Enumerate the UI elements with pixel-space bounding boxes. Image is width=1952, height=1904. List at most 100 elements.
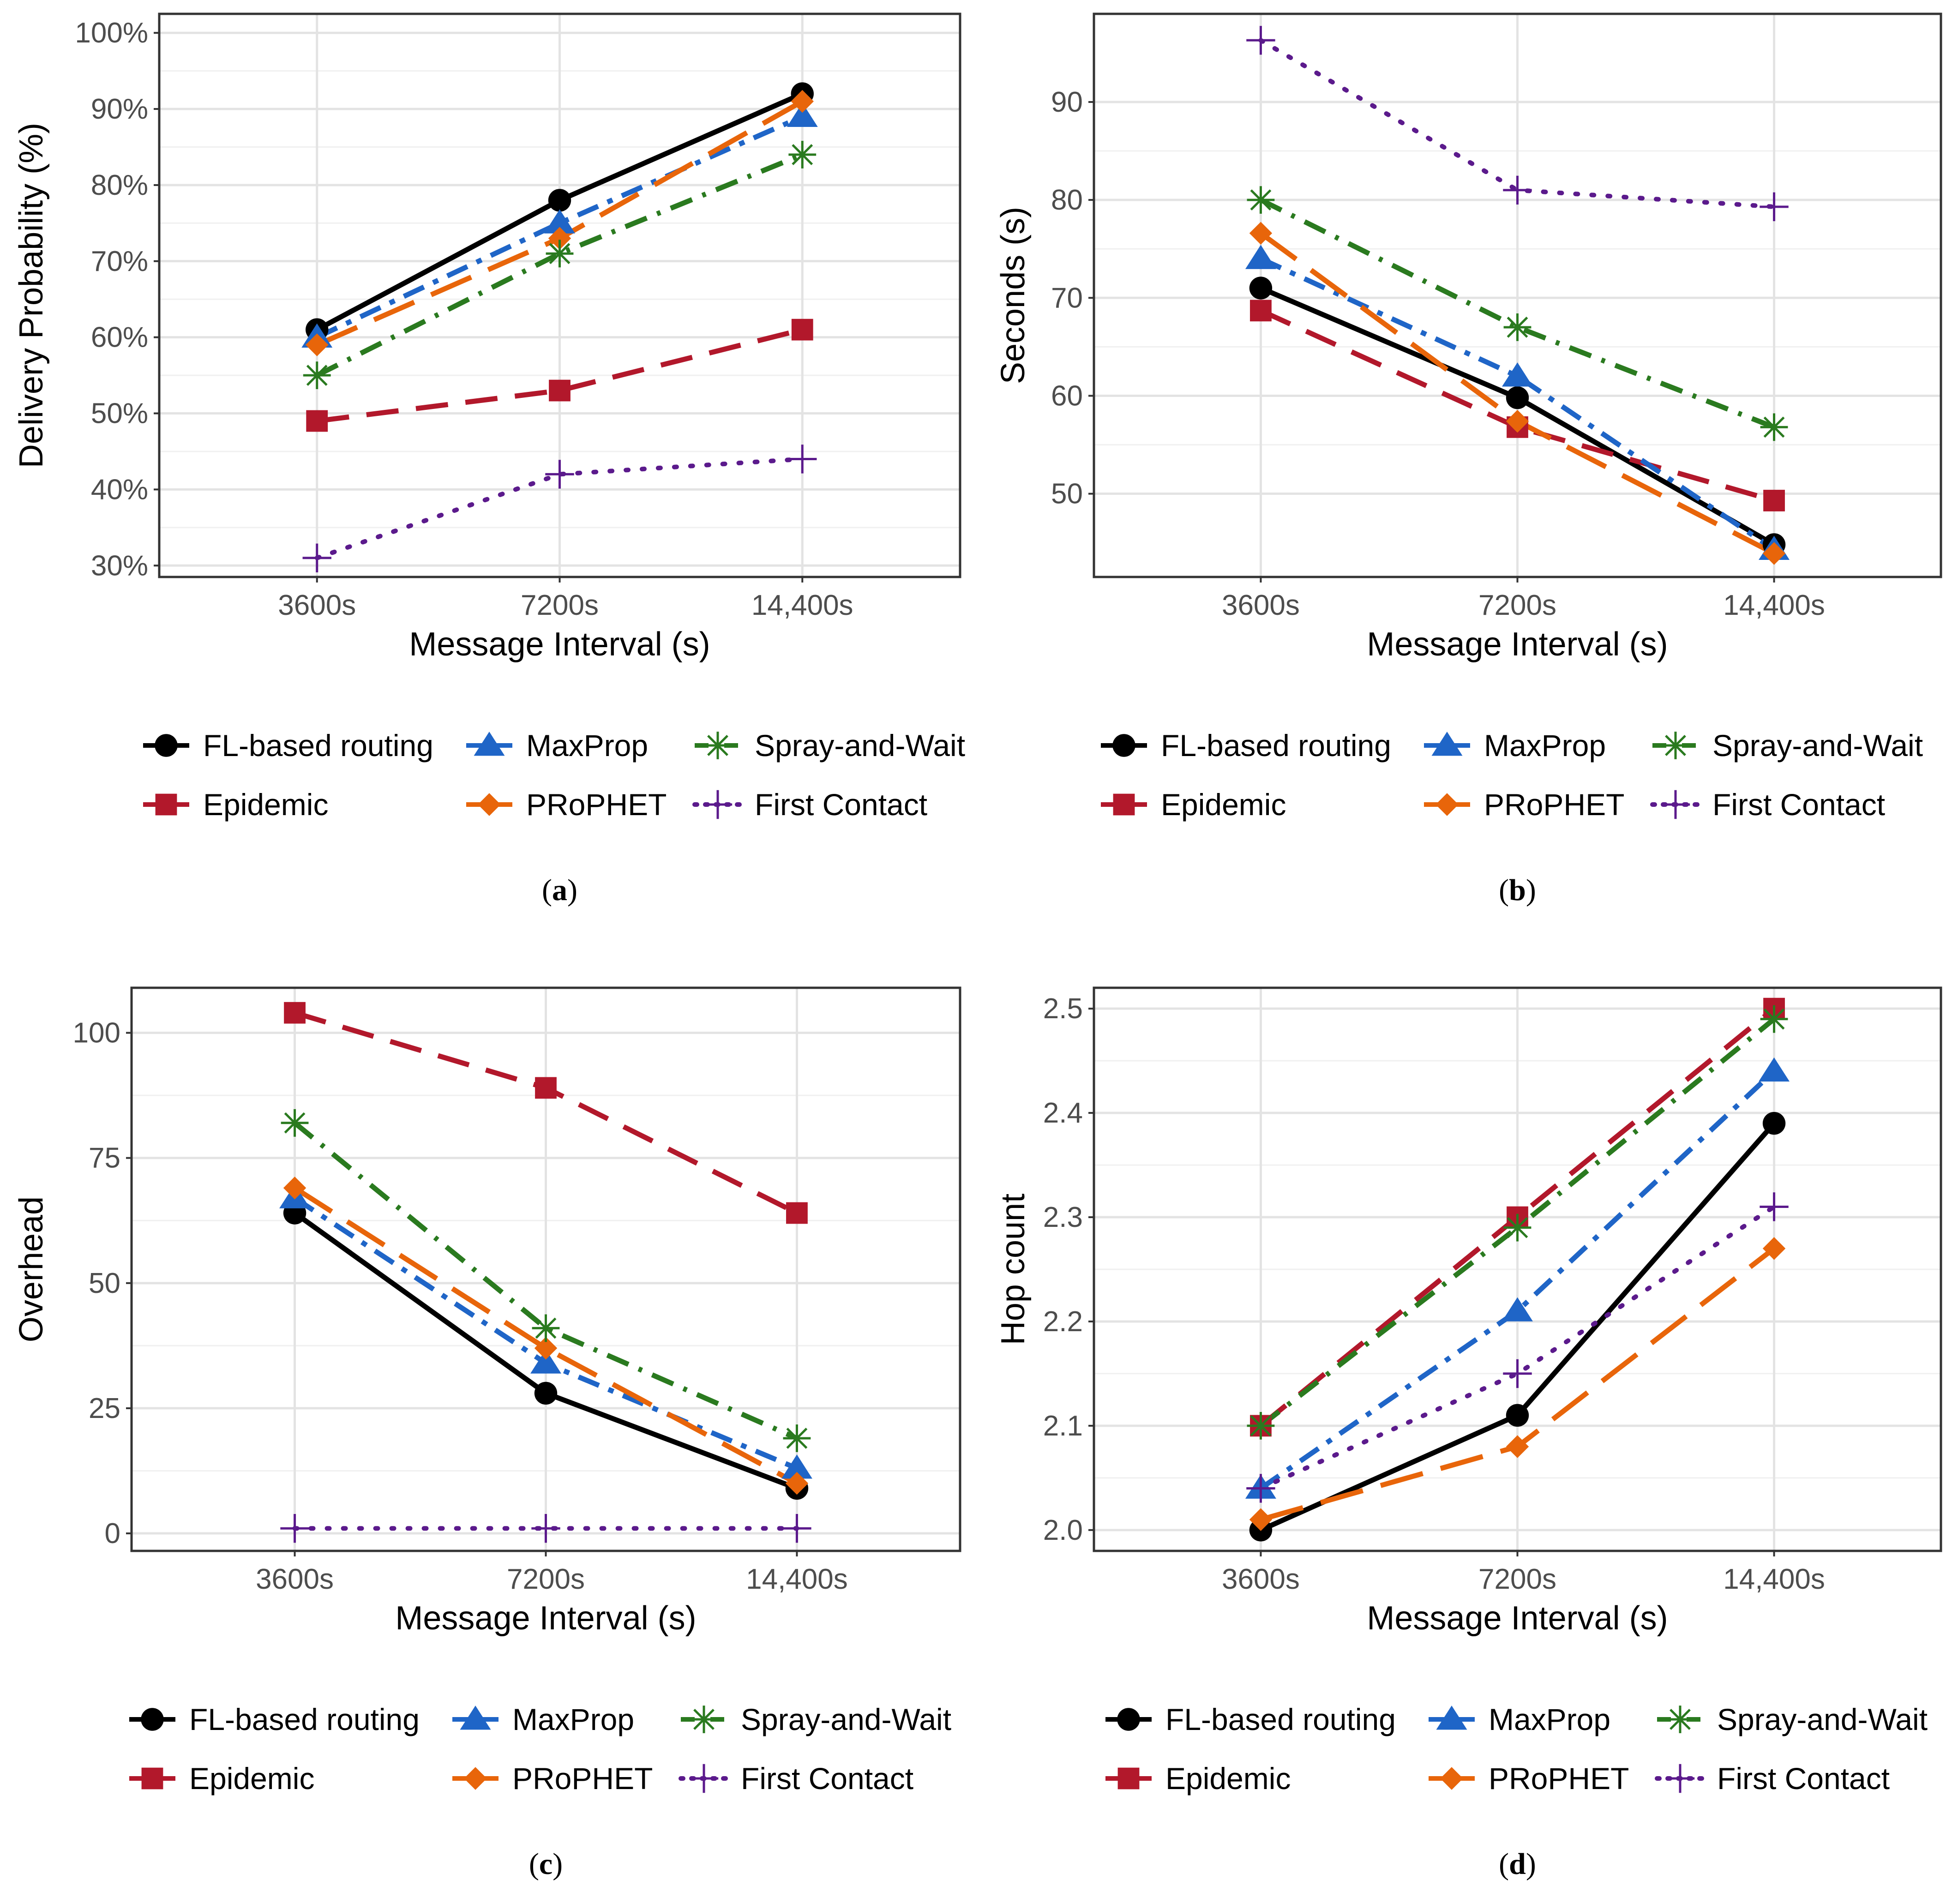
data-point-first-contact xyxy=(1246,1474,1275,1503)
legend-item-maxprop: MaxProp xyxy=(452,1702,634,1736)
legend-key-marker xyxy=(690,1706,718,1733)
data-point-prophet xyxy=(791,90,814,113)
legend-label: Epidemic xyxy=(189,1761,314,1796)
caption-label: b xyxy=(1509,873,1526,907)
legend-label: First Contact xyxy=(741,1761,913,1796)
legend-key-marker xyxy=(1662,732,1689,759)
data-point-first-contact xyxy=(1760,1192,1789,1221)
legend-key-marker-stroke xyxy=(707,735,728,756)
y-tick-label: 90% xyxy=(91,93,148,125)
x-axis-title: Message Interval (s) xyxy=(1367,626,1668,663)
data-point-prophet xyxy=(534,1337,558,1360)
x-tick-label: 14,400s xyxy=(1723,589,1825,621)
legend-key-marker-stroke xyxy=(693,1709,715,1730)
legend-key-marker xyxy=(155,793,177,816)
legend-label: FL-based routing xyxy=(189,1702,420,1736)
x-tick-label: 7200s xyxy=(507,1563,585,1595)
data-point-spray-and-wait-stroke xyxy=(1507,317,1528,338)
chart-a: 30% 40% 50% 60% 70% 80% 90% 100% 3600s 7200s 14,40… xyxy=(13,12,965,907)
data-point-prophet xyxy=(1249,1508,1273,1531)
legend-key-marker xyxy=(703,790,733,819)
data-point-maxprop xyxy=(544,209,575,234)
caption-label: d xyxy=(1509,1847,1526,1881)
series-line-spray-and-wait xyxy=(293,1121,798,1441)
data-point-spray-and-wait xyxy=(546,240,574,268)
y-tick-label: 100% xyxy=(75,17,148,49)
y-tick-label: 50 xyxy=(1051,478,1083,510)
data-point-spray-and-wait xyxy=(1503,1213,1532,1242)
legend-label: MaxProp xyxy=(512,1702,634,1736)
legend-label: MaxProp xyxy=(1484,728,1606,763)
y-tick-label: 2.1 xyxy=(1043,1410,1083,1442)
legend-key-marker xyxy=(1661,790,1690,819)
legend-label: PRoPHET xyxy=(526,787,667,822)
legend: FL-based routing MaxProp Spray-and-Wait Epi… xyxy=(1101,728,1923,822)
y-tick-label: 2.4 xyxy=(1043,1097,1083,1129)
legend-item-spray-and-wait: Spray-and-Wait xyxy=(695,728,965,763)
legend-key-marker xyxy=(474,732,505,756)
data-point-first-contact xyxy=(531,1514,560,1543)
legend-item-spray-and-wait: Spray-and-Wait xyxy=(1657,1702,1928,1736)
y-tick-label: 2.0 xyxy=(1043,1514,1083,1546)
series-line-prophet xyxy=(293,1186,799,1486)
legend-item-epidemic: Epidemic xyxy=(1101,787,1286,822)
chart-d: 2.0 2.1 2.2 2.3 2.4 2.5 3600s 7200s 14,400s Messa… xyxy=(995,986,1942,1881)
y-axis-title: Overhead xyxy=(13,1196,50,1342)
data-point-spray-and-wait-stroke xyxy=(792,144,813,165)
y-tick-label: 70% xyxy=(91,246,148,277)
data-point-spray-and-wait-stroke xyxy=(786,1428,808,1449)
panel-caption: (a) xyxy=(542,873,577,907)
y-axis-title: Delivery Probability (%) xyxy=(13,123,50,468)
data-point-spray-and-wait xyxy=(1760,413,1788,441)
legend-item-first-contact: First Contact xyxy=(692,787,927,822)
legend-item-epidemic: Epidemic xyxy=(143,787,328,822)
y-tick-label: 2.5 xyxy=(1043,993,1083,1025)
data-point-fl-based-routing xyxy=(548,189,571,212)
data-point-maxprop xyxy=(1245,245,1276,269)
plot-border xyxy=(158,12,961,578)
data-point-epidemic xyxy=(535,1077,557,1099)
legend-item-prophet: PRoPHET xyxy=(1424,787,1624,822)
legend-key-marker xyxy=(1665,1764,1695,1793)
data-point-spray-and-wait-stroke xyxy=(1763,416,1785,438)
data-point-maxprop xyxy=(530,1349,561,1374)
series-line-epidemic xyxy=(317,327,803,424)
series-line-first-contact xyxy=(1258,1204,1777,1491)
y-axis-title: Hop count xyxy=(995,1194,1032,1345)
plot-border xyxy=(1093,986,1942,1552)
data-point-prophet xyxy=(1249,222,1273,245)
legend-label: First Contact xyxy=(1712,787,1885,822)
x-tick-label: 3600s xyxy=(1222,1563,1300,1595)
legend-key-marker xyxy=(478,793,501,816)
data-point-prophet xyxy=(283,1177,306,1200)
legend: FL-based routing MaxProp Spray-and-Wait Epi… xyxy=(143,728,965,822)
legend-key-marker xyxy=(1440,1767,1463,1790)
legend-label: FL-based routing xyxy=(1165,1702,1396,1736)
data-point-spray-and-wait xyxy=(1247,1411,1275,1440)
data-point-fl-based-routing xyxy=(1506,386,1529,409)
x-tick-label: 14,400s xyxy=(746,1563,848,1595)
data-point-fl-based-routing xyxy=(1249,276,1273,300)
legend-item-prophet: PRoPHET xyxy=(1429,1761,1629,1796)
legend-item-fl-based-routing: FL-based routing xyxy=(143,728,433,763)
data-point-spray-and-wait-stroke xyxy=(1763,1008,1785,1030)
y-tick-label: 30% xyxy=(91,550,148,582)
data-point-spray-and-wait-stroke xyxy=(284,1112,306,1134)
legend-key-marker-stroke xyxy=(1665,735,1686,756)
legend-item-spray-and-wait: Spray-and-Wait xyxy=(1652,728,1923,763)
legend-label: First Contact xyxy=(755,787,927,822)
panel-caption: (c) xyxy=(529,1847,563,1881)
data-point-spray-and-wait-stroke xyxy=(1250,189,1272,211)
y-tick-label: 80% xyxy=(91,169,148,201)
data-point-epidemic xyxy=(1763,490,1785,511)
data-point-spray-and-wait xyxy=(1760,1005,1788,1033)
y-tick-label: 50 xyxy=(89,1267,120,1299)
legend-item-first-contact: First Contact xyxy=(1655,1761,1890,1796)
series-line-maxprop xyxy=(316,114,804,340)
data-point-spray-and-wait-stroke xyxy=(1250,1415,1272,1436)
data-point-epidemic xyxy=(791,318,813,341)
panel-caption: (b) xyxy=(1499,873,1536,907)
data-point-prophet xyxy=(1506,409,1529,433)
x-axis-title: Message Interval (s) xyxy=(395,1600,696,1637)
legend-label: Epidemic xyxy=(1165,1761,1291,1796)
